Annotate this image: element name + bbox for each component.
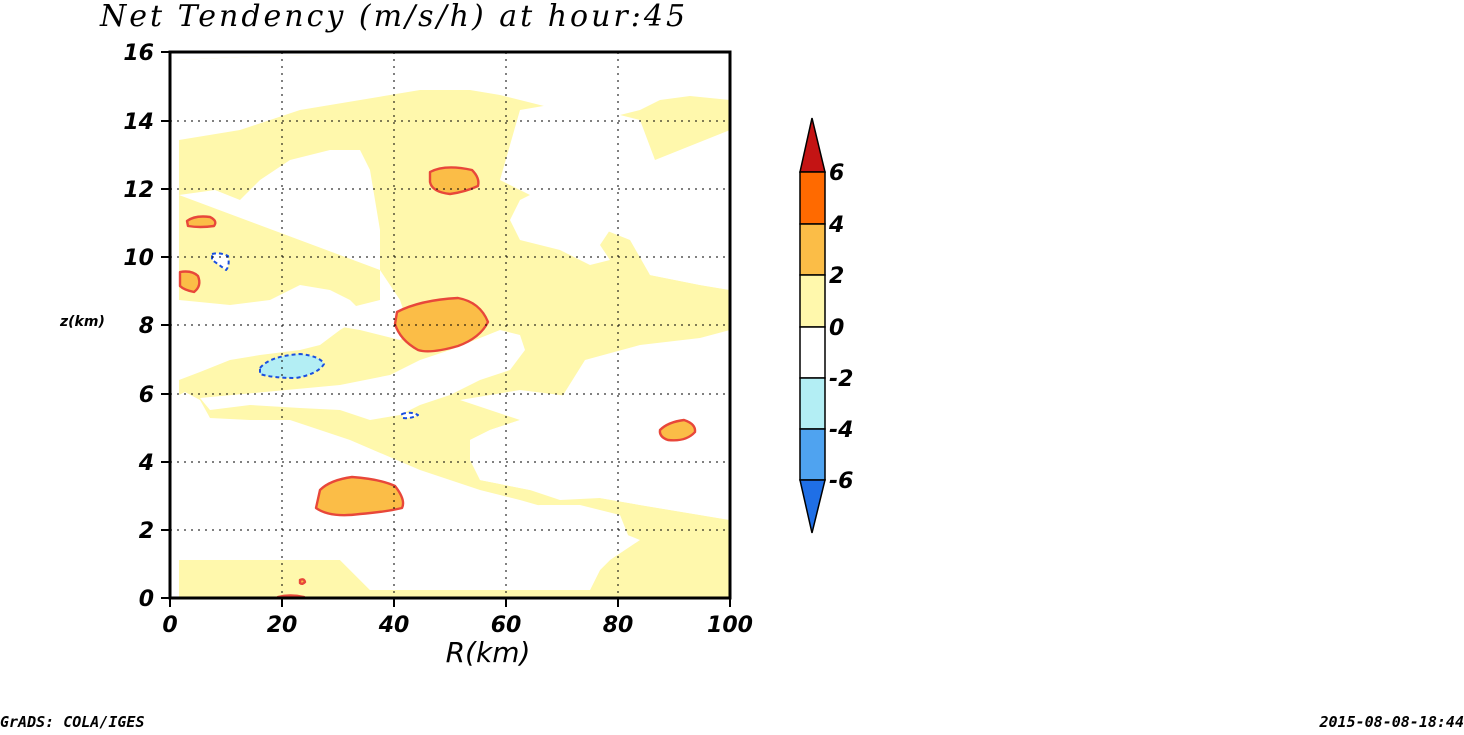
colorbar-label: -6 <box>829 469 853 494</box>
plot-area: 0 20 40 60 80 100 0 2 4 6 8 10 12 14 16 … <box>59 41 753 669</box>
colorbar-swatch-m4-m2 <box>799 377 826 430</box>
chart-title: Net Tendency (m/s/h) at hour:45 <box>99 0 688 34</box>
axis-ticks <box>161 51 731 607</box>
colorbar-label: -2 <box>829 367 853 392</box>
contour-pos-5km <box>658 418 697 442</box>
colorbar-swatch-4-6 <box>799 171 826 225</box>
x-tick-label: 20 <box>267 613 298 638</box>
contour-neg-7km <box>259 353 325 379</box>
colorbar: 6 4 2 0 -2 -4 -6 <box>799 117 853 534</box>
footer-timestamp: 2015-08-08-18:44 <box>1319 713 1464 731</box>
y-tick-label: 8 <box>139 314 154 339</box>
contour-neg-5km <box>401 411 419 420</box>
y-tick-label: 6 <box>139 383 154 408</box>
colorbar-swatch-m6-m4 <box>799 428 826 481</box>
positive-contours <box>178 166 697 599</box>
y-tick-label: 16 <box>123 41 154 66</box>
contour-neg-10km <box>211 252 230 271</box>
colorbar-swatch-m2-0 <box>799 326 826 379</box>
x-tick-label: 60 <box>491 613 522 638</box>
contour-pos-9km <box>178 270 201 294</box>
x-axis-label: R(km) <box>446 636 531 669</box>
contour-pos-8km <box>393 296 490 353</box>
grid <box>170 52 730 598</box>
contour-pos-12km <box>428 166 480 196</box>
x-tick-label: 80 <box>603 613 634 638</box>
y-tick-label: 4 <box>138 451 154 476</box>
x-tick-label: 0 <box>162 613 177 638</box>
colorbar-label: 6 <box>829 161 844 186</box>
colorbar-arrow-top <box>799 117 826 173</box>
contour-pos-3km <box>314 475 405 517</box>
y-axis-label: z(km) <box>59 314 105 330</box>
colorbar-arrow-bottom <box>799 479 826 534</box>
colorbar-swatch-0-2 <box>799 274 826 328</box>
contour-pos-0km-b <box>298 578 307 585</box>
colorbar-swatch-2-4 <box>799 223 826 276</box>
y-tick-label: 10 <box>123 246 154 271</box>
colorbar-label: -4 <box>829 418 853 443</box>
contour-pos-11km <box>185 215 217 229</box>
y-tick-label: 0 <box>139 587 154 612</box>
colorbar-label: 0 <box>829 316 844 341</box>
y-tick-label: 2 <box>139 519 154 544</box>
negative-contours <box>211 252 419 420</box>
x-tick-label: 40 <box>378 613 410 638</box>
colorbar-label: 4 <box>828 213 844 238</box>
footer-credit: GrADS: COLA/IGES <box>0 713 145 731</box>
colorbar-label: 2 <box>829 264 844 289</box>
y-tick-label: 14 <box>123 110 154 135</box>
x-tick-label: 100 <box>707 613 753 638</box>
y-tick-label: 12 <box>123 178 154 203</box>
